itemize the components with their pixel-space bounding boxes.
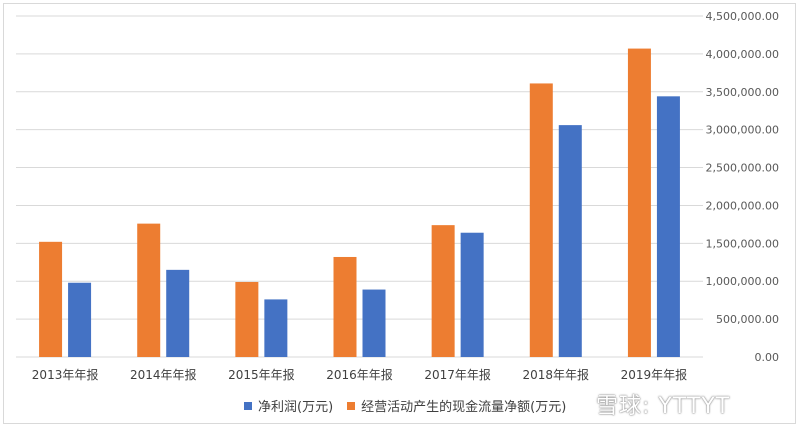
bar-operating-cashflow bbox=[137, 223, 161, 357]
x-tick-label: 2017年年报 bbox=[424, 367, 491, 382]
legend-label-operating-cashflow: 经营活动产生的现金流量净额(万元) bbox=[361, 400, 567, 415]
bar-operating-cashflow bbox=[529, 83, 553, 357]
x-tick-label: 2014年年报 bbox=[130, 367, 197, 382]
y-tick-label: 1,500,000.00 bbox=[706, 237, 779, 250]
bar-operating-cashflow bbox=[627, 48, 651, 358]
x-tick-label: 2016年年报 bbox=[326, 367, 393, 382]
x-tick-label: 2015年年报 bbox=[228, 367, 295, 382]
bar-operating-cashflow bbox=[333, 256, 357, 357]
bar-net-profit bbox=[68, 282, 92, 357]
y-tick-label: 2,500,000.00 bbox=[706, 162, 779, 175]
y-tick-label: 4,000,000.00 bbox=[706, 48, 779, 61]
legend: 净利润(万元) 经营活动产生的现金流量净额(万元) bbox=[244, 396, 580, 415]
legend-swatch-net-profit bbox=[244, 401, 252, 410]
bar-operating-cashflow bbox=[431, 225, 455, 357]
y-tick-label: 4,500,000.00 bbox=[706, 10, 779, 23]
y-tick-label: 500,000.00 bbox=[716, 313, 779, 326]
y-tick-label: 0.00 bbox=[755, 351, 780, 364]
bar-operating-cashflow bbox=[235, 281, 259, 357]
y-tick-label: 2,000,000.00 bbox=[706, 199, 779, 212]
bar-net-profit bbox=[558, 125, 582, 358]
watermark: 雪球: YTTYT bbox=[596, 394, 731, 419]
bar-net-profit bbox=[362, 289, 386, 357]
legend-item-net-profit: 净利润(万元) bbox=[244, 396, 333, 415]
bar-net-profit bbox=[166, 269, 190, 357]
legend-label-net-profit: 净利润(万元) bbox=[258, 400, 334, 415]
y-tick-label: 3,500,000.00 bbox=[706, 86, 779, 99]
bar-net-profit bbox=[460, 232, 484, 357]
bar-net-profit bbox=[264, 299, 288, 357]
bar-operating-cashflow bbox=[39, 241, 63, 357]
x-tick-label: 2013年年报 bbox=[32, 367, 99, 382]
x-tick-label: 2018年年报 bbox=[523, 367, 590, 382]
legend-swatch-operating-cashflow bbox=[347, 401, 356, 410]
y-tick-label: 3,000,000.00 bbox=[706, 124, 779, 137]
legend-item-operating-cashflow: 经营活动产生的现金流量净额(万元) bbox=[347, 396, 566, 415]
bar-net-profit bbox=[656, 96, 680, 357]
y-tick-label: 1,000,000.00 bbox=[706, 275, 779, 288]
x-tick-label: 2019年年报 bbox=[621, 367, 688, 382]
